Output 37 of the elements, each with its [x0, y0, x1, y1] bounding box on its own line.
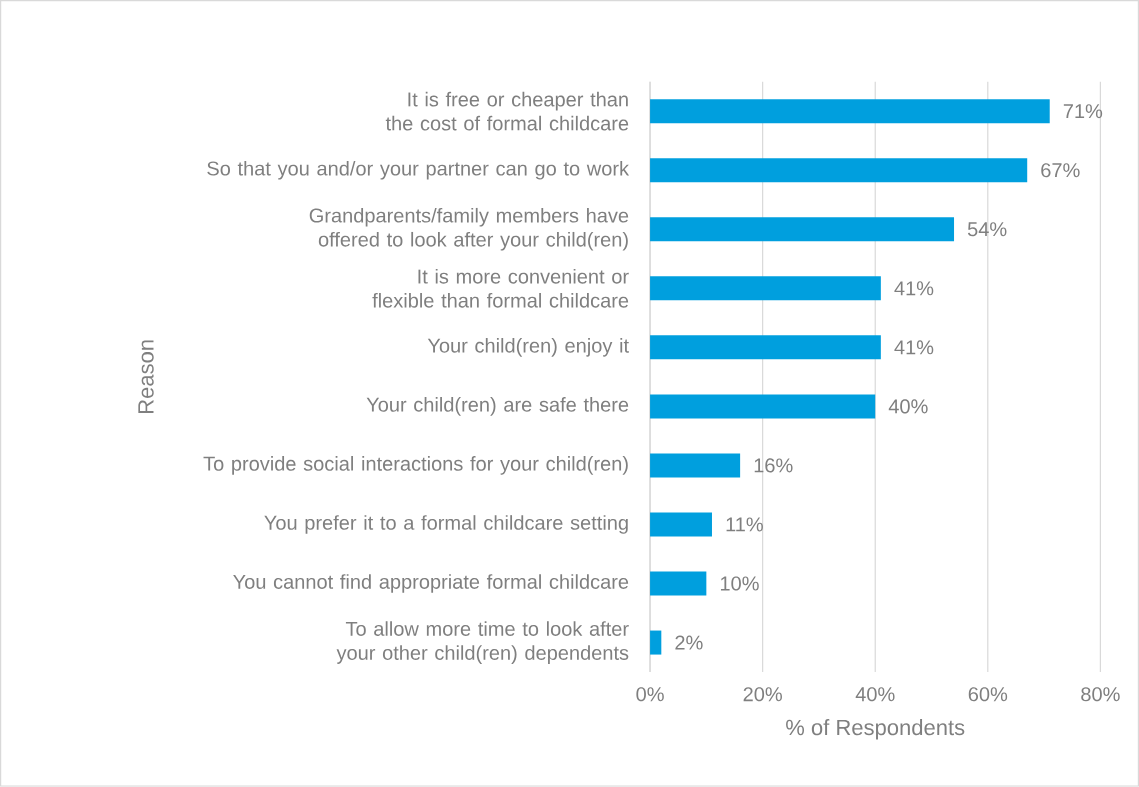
data-label: 71%: [1063, 104, 1103, 119]
data-label: 40%: [888, 399, 928, 414]
bar: [650, 276, 881, 301]
y-tick-label: To allow more time to look after your other child(ren) dependents: [336, 621, 629, 665]
data-label: 16%: [754, 458, 793, 473]
bar: [650, 630, 662, 655]
y-tick-label: You prefer it to a formal childcare setting: [264, 515, 628, 534]
x-tick-label: 60%: [968, 687, 1008, 702]
y-tick-label: You cannot find appropriate formal childcare: [233, 574, 629, 593]
y-tick-label: So that you and/or your partner can go to work: [207, 161, 630, 180]
x-tick-label: 80%: [1081, 687, 1120, 702]
bar: [650, 512, 712, 537]
y-tick-label: Your child(ren) are safe there: [366, 397, 629, 416]
data-label: 10%: [720, 576, 759, 591]
data-label: 41%: [894, 340, 934, 355]
y-tick-label: Your child(ren) enjoy it: [427, 338, 629, 357]
y-tick-label: To provide social interactions for your child(ren): [203, 456, 628, 475]
y-tick-label: It is more convenient or flexible than formal childcare: [372, 269, 629, 308]
bar: [650, 335, 881, 360]
y-tick-label: It is free or cheaper than the cost of formal childcare: [385, 91, 629, 131]
bar: [650, 99, 1050, 124]
x-tick-label: 0%: [636, 687, 664, 702]
x-axis-title: % of Respondents: [786, 719, 965, 740]
y-axis-title: Reason: [138, 340, 154, 414]
data-label: 67%: [1041, 163, 1080, 178]
bar: [650, 571, 707, 596]
bar: [650, 453, 741, 478]
bar: [650, 217, 955, 242]
x-tick-label: 40%: [855, 687, 895, 702]
data-label: 41%: [894, 281, 934, 296]
x-tick-label: 20%: [743, 687, 782, 702]
data-label: 11%: [726, 517, 763, 532]
bar: [650, 158, 1028, 183]
data-label: 54%: [967, 222, 1007, 237]
bar: [650, 394, 876, 419]
data-label: 2%: [675, 635, 703, 650]
y-tick-label: Grandparents/family members have offered to look after your child(ren): [309, 208, 629, 251]
